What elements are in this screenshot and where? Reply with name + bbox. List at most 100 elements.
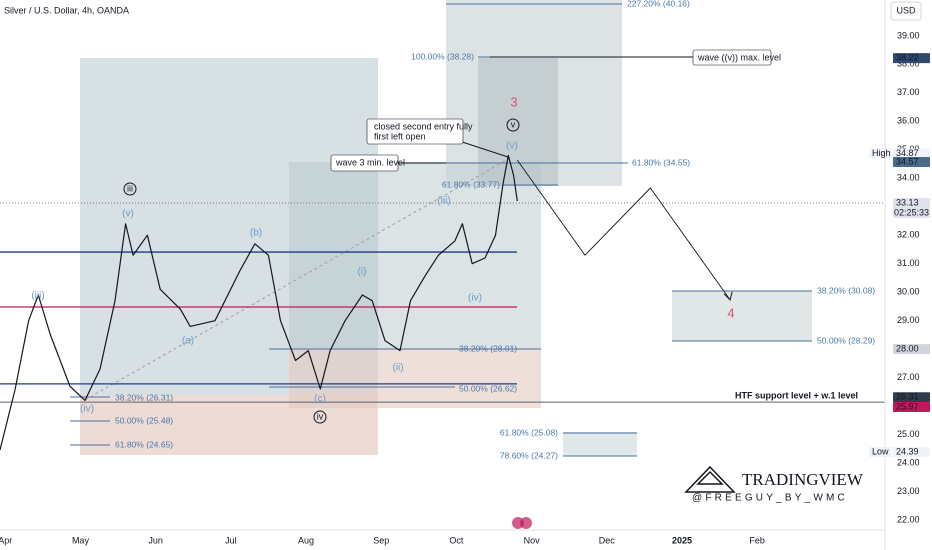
wave-label: (b) (250, 228, 262, 239)
y-tick-label: 31.00 (897, 258, 920, 268)
y-tick-label: 39.00 (897, 30, 920, 40)
wave-label: (v) (122, 209, 134, 220)
y-tick-label: 32.00 (897, 230, 920, 240)
zone (672, 291, 812, 341)
price-tag-label: 38.22 (896, 52, 919, 62)
price-tag-label: 28.00 (896, 344, 919, 354)
wave-labels: (iii) (iv) iii (v) (a) (b) (c) iv (i) (i… (31, 94, 735, 424)
chart-title: Silver / U.S. Dollar, 4h, OANDA (4, 5, 129, 15)
price-tag (893, 53, 930, 64)
zone (289, 348, 541, 408)
wave-circle (313, 410, 327, 424)
caption-box (869, 148, 891, 159)
y-tick-label: 23.00 (897, 486, 920, 496)
x-tick-label: Aug (298, 535, 314, 545)
price-tag-caption: Low (872, 446, 889, 456)
caption-box (869, 446, 891, 457)
zone (563, 432, 637, 456)
wave-circle (506, 118, 520, 132)
wave-label: (iii) (31, 291, 44, 302)
x-tick-label: Jul (225, 535, 237, 545)
y-tick-label: 27.00 (897, 372, 920, 382)
zone (289, 162, 541, 348)
wave-label: (a) (182, 336, 194, 347)
y-tick-label: 25.00 (897, 429, 920, 439)
x-tick-label: Oct (449, 535, 464, 545)
y-tick-label: 38.00 (897, 59, 920, 69)
fib-label: 50.00% (25.48) (115, 415, 173, 425)
y-tick-label: 34.00 (897, 173, 920, 183)
wave-label: (iii) (437, 196, 450, 207)
fib-label: 61.80% (24.65) (115, 439, 173, 449)
wave-label: (i) (358, 267, 367, 278)
y-unit: USD (896, 5, 916, 15)
fib-label: 227.20% (40.16) (627, 0, 690, 8)
price-tag-label: 34.57 (896, 156, 919, 166)
price-tag (893, 148, 930, 159)
callout: wave 3 min. level (335, 157, 405, 167)
fib-label: 61.80% (33.77) (442, 179, 500, 189)
fib-label: 38.20% (30.08) (817, 285, 875, 295)
y-tick-label: 36.00 (897, 116, 920, 126)
fib-label: 50.00% (28.29) (817, 335, 875, 345)
price-tag-label: 24.39 (896, 446, 919, 456)
y-tick-label: 24.00 (897, 457, 920, 467)
price-tag (893, 392, 930, 403)
price-tag-label: 33.13 (896, 197, 919, 207)
price-tag-caption: High (872, 148, 891, 158)
x-tick-label: Sep (373, 535, 389, 545)
y-tick-label: 30.00 (897, 287, 920, 297)
price-tag (893, 198, 930, 219)
callout: first left open (374, 131, 426, 141)
price-tag (893, 446, 930, 457)
fib-label: 61.80% (34.55) (632, 157, 690, 167)
watermark: TRADINGVIEW @FREEGUY_BY_WMC (684, 465, 864, 504)
unit-box (890, 1, 922, 21)
price-tag-sub: 02:25:33 (894, 207, 929, 217)
wave-circle (123, 182, 137, 196)
fib-label: 50.00% (26.62) (459, 383, 517, 393)
wave-label: (iv) (80, 404, 94, 415)
callout-box (692, 49, 772, 66)
price-tag-label: 25.97 (896, 401, 919, 411)
arrow-head (723, 291, 733, 301)
handle: @FREEGUY_BY_WMC (692, 493, 848, 504)
price-lines (0, 154, 885, 451)
price-tag (893, 344, 930, 355)
fib-lines (70, 3, 812, 457)
wave-label: (v) (506, 141, 518, 152)
y-tick-label: 22.00 (897, 514, 920, 524)
wave-label: (c) (314, 394, 326, 405)
fib-labels: 227.20% (40.16) 100.00% (38.28) 61.80% (… (115, 0, 875, 460)
price-tag-label: 34.87 (896, 148, 919, 158)
wave-label: v (511, 119, 516, 129)
brand: TRADINGVIEW (742, 470, 864, 489)
wave-label: 4 (727, 305, 734, 320)
x-tick-label: Feb (749, 535, 765, 545)
price-line (0, 154, 518, 451)
fib-label: 78.60% (24.27) (500, 450, 558, 460)
x-tick-label: May (72, 535, 90, 545)
price-line (516, 159, 731, 301)
event-icon (520, 517, 532, 529)
x-tick-label: 2025 (672, 535, 692, 545)
x-tick-label: Jun (148, 535, 163, 545)
wave-label: iii (127, 183, 133, 193)
price-tag (893, 401, 930, 412)
y-tick-label: 29.00 (897, 315, 920, 325)
callout-box (366, 118, 464, 145)
callout: closed second entry fully (374, 121, 473, 131)
x-tick-label: Apr (0, 535, 12, 545)
callout: wave ((v)) max. level (697, 52, 781, 62)
callout-box (330, 154, 399, 172)
wave-label: iv (317, 411, 324, 421)
fib-label: 38.20% (28.01) (459, 343, 517, 353)
zones (80, 0, 812, 456)
callouts: wave ((v)) max. level closed second entr… (330, 49, 781, 172)
level-label: HTF support level + w.1 level (735, 391, 858, 401)
wave-label: (ii) (392, 363, 403, 374)
price-tag (893, 157, 930, 168)
logo (684, 465, 736, 493)
fib-label: 38.20% (26.31) (115, 392, 173, 402)
